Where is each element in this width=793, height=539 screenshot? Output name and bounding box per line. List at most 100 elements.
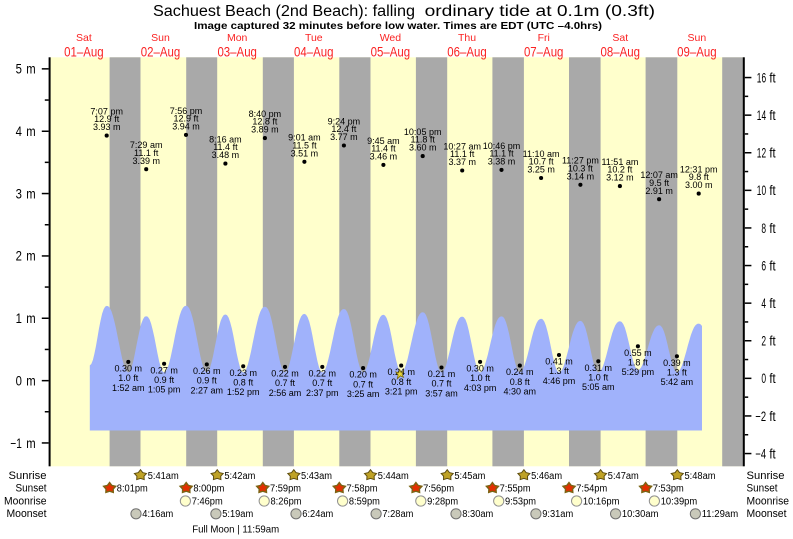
svg-text:5:43am: 5:43am [301, 471, 332, 482]
svg-text:10: 10 [757, 183, 766, 198]
svg-text:14: 14 [757, 108, 767, 123]
svg-text:0.24 m: 0.24 m [506, 367, 534, 377]
svg-text:5:47am: 5:47am [608, 471, 639, 482]
svg-text:2:37 pm: 2:37 pm [306, 388, 339, 398]
svg-text:5: 5 [16, 62, 22, 77]
svg-text:11.8 ft: 11.8 ft [411, 135, 436, 145]
svg-text:12.9 ft: 12.9 ft [94, 114, 120, 124]
svg-text:0.8 ft: 0.8 ft [391, 377, 412, 387]
svg-text:ft: ft [769, 409, 775, 424]
svg-text:3.89 m: 3.89 m [251, 125, 279, 135]
svg-text:5:42 am: 5:42 am [661, 377, 694, 387]
svg-text:Image captured 32 minutes befo: Image captured 32 minutes before low wat… [194, 20, 602, 32]
svg-text:12.9 ft: 12.9 ft [173, 114, 199, 124]
svg-text:08–Aug: 08–Aug [601, 44, 641, 59]
svg-text:−1: −1 [10, 436, 22, 451]
svg-text:0.7 ft: 0.7 ft [312, 378, 333, 388]
svg-text:Sun: Sun [151, 32, 170, 44]
svg-text:10.2 ft: 10.2 ft [607, 165, 633, 175]
svg-text:−4: −4 [755, 446, 766, 461]
svg-text:7:54pm: 7:54pm [576, 484, 607, 495]
svg-text:4:46 pm: 4:46 pm [543, 376, 576, 386]
svg-text:04–Aug: 04–Aug [294, 44, 334, 59]
svg-text:m: m [26, 311, 35, 326]
svg-text:Wed: Wed [380, 32, 402, 44]
svg-text:ft: ft [769, 146, 775, 161]
svg-text:7:07 pm: 7:07 pm [90, 107, 123, 117]
svg-text:Fri: Fri [538, 32, 550, 44]
svg-text:12: 12 [757, 146, 766, 161]
svg-text:4: 4 [16, 124, 23, 139]
svg-text:5:05 am: 5:05 am [582, 382, 615, 392]
svg-text:3.00 m: 3.00 m [685, 180, 713, 190]
svg-text:10:30am: 10:30am [622, 509, 659, 520]
svg-text:m: m [26, 436, 35, 451]
svg-text:10:46 pm: 10:46 pm [483, 141, 521, 151]
svg-text:0.7 ft: 0.7 ft [275, 378, 296, 388]
svg-text:ft: ft [769, 258, 775, 273]
svg-text:10:27 am: 10:27 am [443, 141, 481, 151]
svg-text:3.60 m: 3.60 m [409, 143, 437, 153]
svg-text:−2: −2 [755, 409, 766, 424]
svg-text:Sat: Sat [612, 32, 628, 44]
svg-text:9:31am: 9:31am [542, 509, 573, 520]
svg-text:1.0 ft: 1.0 ft [118, 373, 139, 383]
svg-text:ft: ft [769, 108, 775, 123]
svg-text:5:41am: 5:41am [148, 471, 179, 482]
svg-text:Sunrise: Sunrise [9, 470, 47, 482]
svg-text:ft: ft [769, 446, 775, 461]
svg-text:2: 2 [16, 249, 22, 264]
svg-text:0.9 ft: 0.9 ft [197, 376, 218, 386]
svg-text:3.94 m: 3.94 m [172, 122, 200, 132]
svg-text:ft: ft [769, 221, 775, 236]
svg-text:3.14 m: 3.14 m [567, 171, 595, 181]
svg-text:3.51 m: 3.51 m [291, 148, 319, 158]
svg-text:0.26 m: 0.26 m [193, 366, 221, 376]
svg-text:9.5 ft: 9.5 ft [649, 178, 670, 188]
svg-text:11:27 pm: 11:27 pm [562, 156, 599, 166]
svg-text:11.1 ft: 11.1 ft [134, 148, 159, 158]
svg-text:Moonset: Moonset [747, 508, 787, 520]
svg-text:Moonrise: Moonrise [4, 495, 47, 507]
svg-text:8:40 pm: 8:40 pm [249, 109, 282, 119]
svg-text:9:28pm: 9:28pm [427, 496, 458, 507]
svg-text:3.48 m: 3.48 m [212, 150, 240, 160]
svg-text:9:01 am: 9:01 am [288, 133, 321, 143]
svg-text:5:44am: 5:44am [378, 471, 409, 482]
svg-text:0.22 m: 0.22 m [309, 368, 337, 378]
svg-text:12:31 pm: 12:31 pm [680, 165, 718, 175]
svg-text:5:29 pm: 5:29 pm [622, 367, 655, 377]
svg-text:9:24 pm: 9:24 pm [328, 116, 361, 126]
svg-text:Moonset: Moonset [7, 508, 47, 520]
svg-text:0.9 ft: 0.9 ft [154, 375, 175, 385]
svg-text:7:29 am: 7:29 am [130, 140, 163, 150]
svg-text:0.30 m: 0.30 m [466, 363, 494, 373]
svg-text:06–Aug: 06–Aug [447, 44, 487, 59]
svg-text:0.55 m: 0.55 m [624, 348, 652, 358]
svg-text:4: 4 [761, 296, 766, 311]
svg-text:11.4 ft: 11.4 ft [213, 142, 238, 152]
svg-text:09–Aug: 09–Aug [677, 44, 717, 59]
svg-text:3.12 m: 3.12 m [606, 173, 634, 183]
svg-text:8: 8 [761, 221, 766, 236]
svg-text:0.22 m: 0.22 m [271, 368, 299, 378]
svg-text:5:46am: 5:46am [531, 471, 562, 482]
svg-text:10.7 ft: 10.7 ft [529, 157, 555, 167]
svg-text:7:58pm: 7:58pm [347, 484, 378, 495]
svg-text:3.77 m: 3.77 m [330, 132, 358, 142]
svg-text:m: m [26, 373, 35, 388]
svg-text:5:45am: 5:45am [454, 471, 485, 482]
svg-text:Sun: Sun [688, 32, 707, 44]
svg-text:Sunset: Sunset [747, 483, 778, 495]
svg-text:7:28am: 7:28am [382, 509, 413, 520]
svg-text:m: m [26, 62, 35, 77]
svg-text:ft: ft [769, 371, 775, 386]
svg-text:1:52 pm: 1:52 pm [227, 387, 260, 397]
svg-text:7:59pm: 7:59pm [270, 484, 301, 495]
svg-text:3:21 pm: 3:21 pm [385, 387, 418, 397]
svg-text:5:48am: 5:48am [685, 471, 716, 482]
svg-text:8:01pm: 8:01pm [117, 484, 148, 495]
svg-text:Sunrise: Sunrise [747, 470, 785, 482]
svg-text:03–Aug: 03–Aug [217, 44, 257, 59]
svg-text:ft: ft [769, 70, 775, 85]
